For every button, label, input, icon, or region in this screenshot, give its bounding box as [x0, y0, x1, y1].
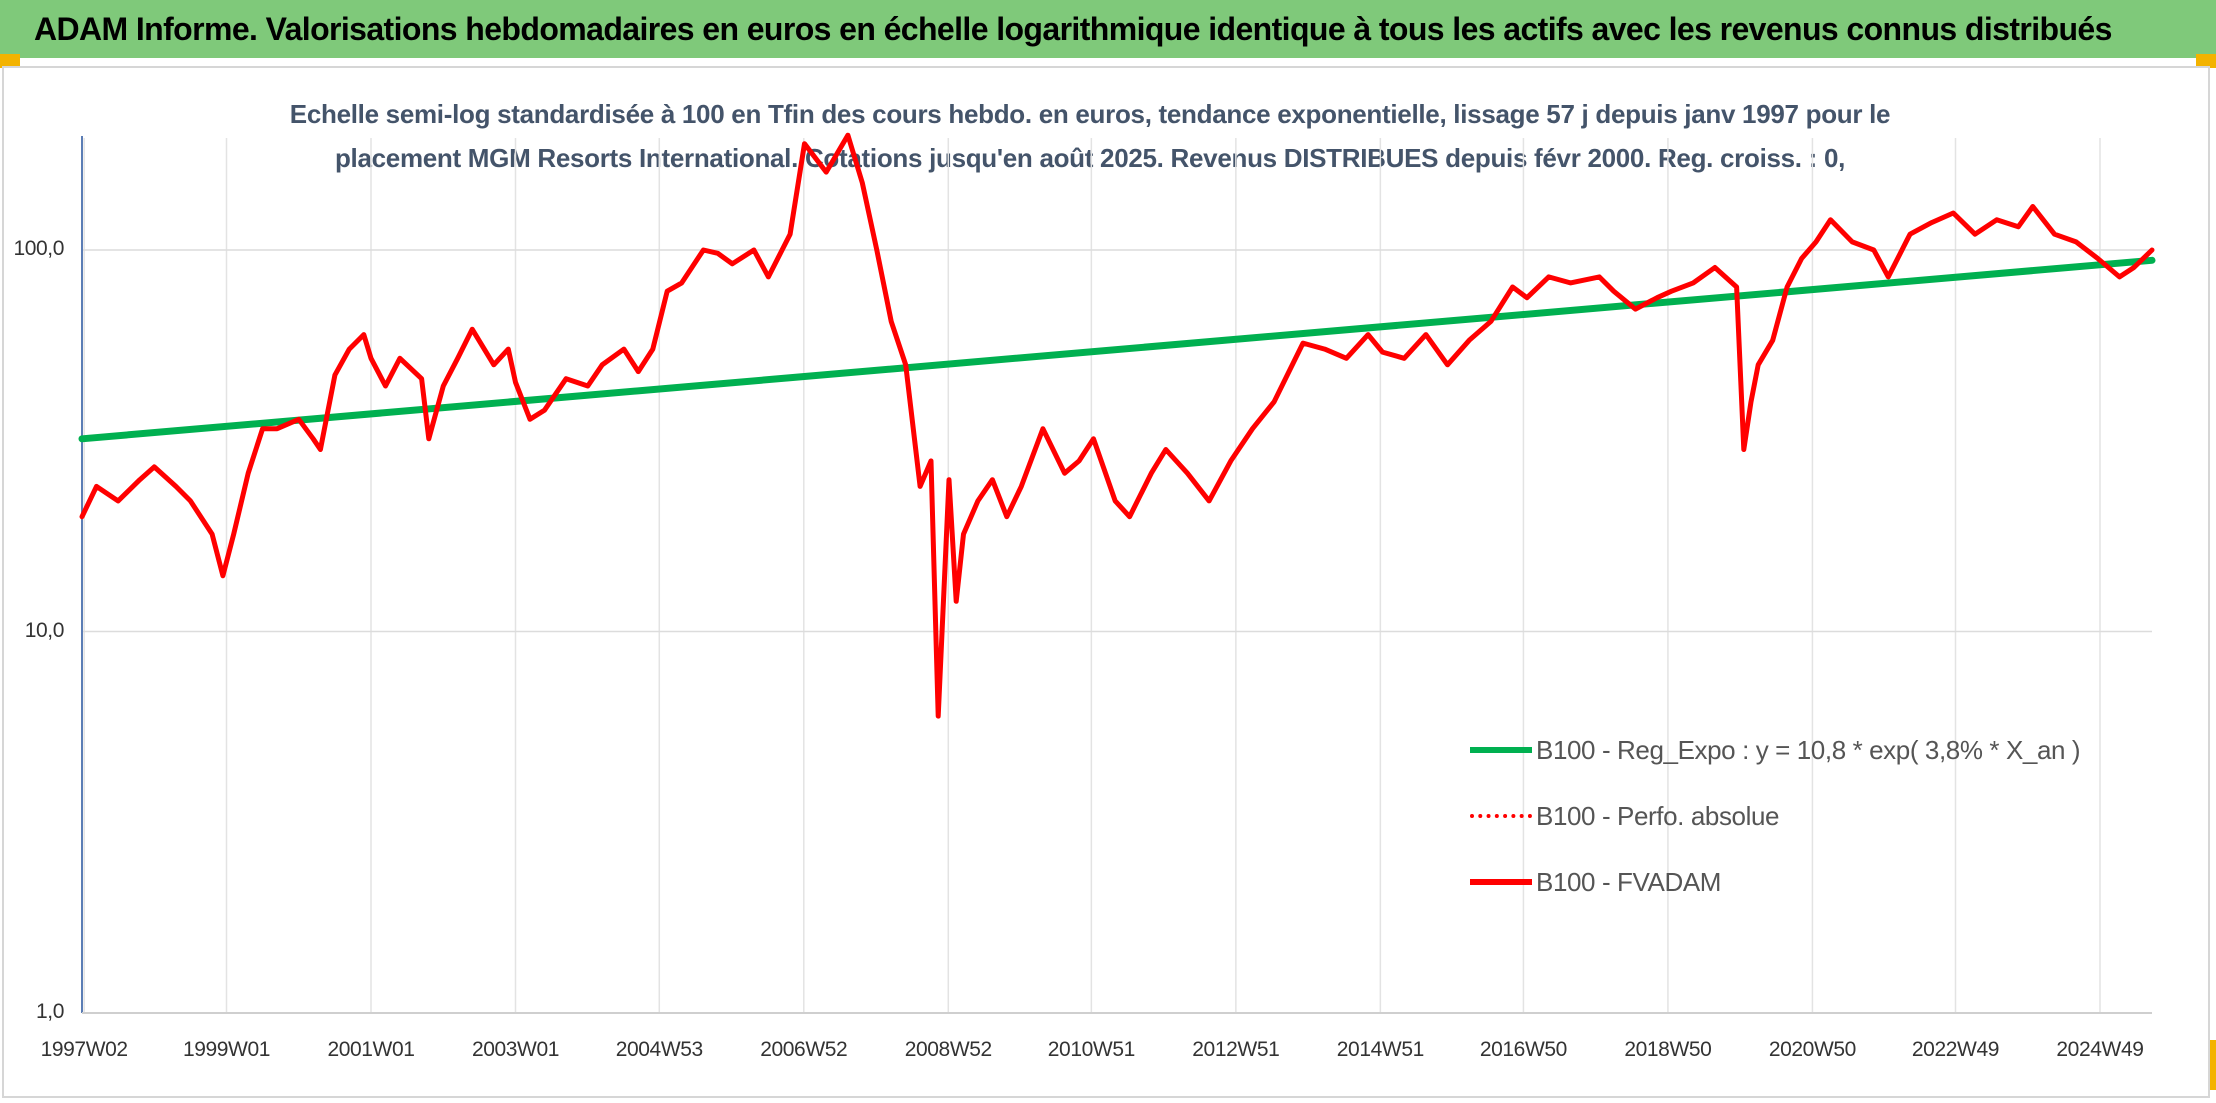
x-tick-label: 2012W51 [1192, 1038, 1280, 1061]
y-tick-label: 10,0 [24, 618, 65, 642]
x-tick-label: 2022W49 [1911, 1038, 2000, 1061]
x-tick-label: 2006W52 [760, 1038, 848, 1061]
y-tick-label: 100,0 [13, 237, 64, 260]
x-tick-label: 2014W51 [1336, 1038, 1425, 1061]
x-tick-label: 1999W01 [182, 1038, 271, 1061]
legend-label-perfo-absolue: B100 - Perfo. absolue [1536, 800, 1780, 831]
series-layer [78, 132, 2156, 719]
y-tick-label: 1,0 [36, 1000, 64, 1023]
legend-label-regression: B100 - Reg_Expo : y = 10,8 * exp( 3,8% *… [1536, 734, 2081, 765]
legend-item-fvadam: B100 - FVADAM [1470, 862, 1721, 902]
series-regression-line [78, 256, 2156, 443]
x-tick-label: 2003W01 [471, 1038, 560, 1061]
legend-swatch-fvadam [1470, 879, 1532, 885]
corner-marker-top-right [2196, 54, 2216, 68]
x-tick-label: 2004W53 [615, 1038, 704, 1061]
x-tick-label: 2008W52 [904, 1038, 993, 1061]
corner-marker-top-left [0, 54, 20, 68]
x-tick-label: 2024W49 [2056, 1038, 2144, 1061]
legend-item-perfo-absolue: B100 - Perfo. absolue [1470, 796, 1780, 836]
chart-frame [2, 66, 2210, 1098]
chart-title-line-1: Echelle semi-log standardisée à 100 en T… [289, 99, 1891, 129]
x-tick-label: 2010W51 [1047, 1038, 1136, 1061]
report-title: ADAM Informe. Valorisations hebdomadaire… [34, 10, 2112, 47]
legend-swatch-regression [1470, 747, 1532, 753]
x-tick-label: 1997W02 [40, 1038, 129, 1061]
legend-item-regression: B100 - Reg_Expo : y = 10,8 * exp( 3,8% *… [1470, 730, 2081, 770]
legend-label-fvadam: B100 - FVADAM [1536, 866, 1722, 897]
legend-swatch-perfo-absolue [1470, 814, 1532, 818]
chart-title-line-2: placement MGM Resorts International. Cot… [334, 143, 1846, 173]
corner-marker-bottom-right [2206, 1040, 2216, 1090]
x-tick-label: 2016W50 [1479, 1038, 1568, 1061]
chart-title: Echelle semi-log standardisée à 100 en T… [240, 92, 1940, 180]
x-tick-label: 2001W01 [327, 1038, 415, 1061]
x-tick-label: 2020W50 [1768, 1038, 1857, 1061]
grid-layer [81, 136, 2152, 1014]
series-fvadam-line [79, 132, 2155, 719]
x-tick-label: 2018W50 [1624, 1038, 1712, 1061]
report-banner: ADAM Informe. Valorisations hebdomadaire… [0, 0, 2216, 58]
